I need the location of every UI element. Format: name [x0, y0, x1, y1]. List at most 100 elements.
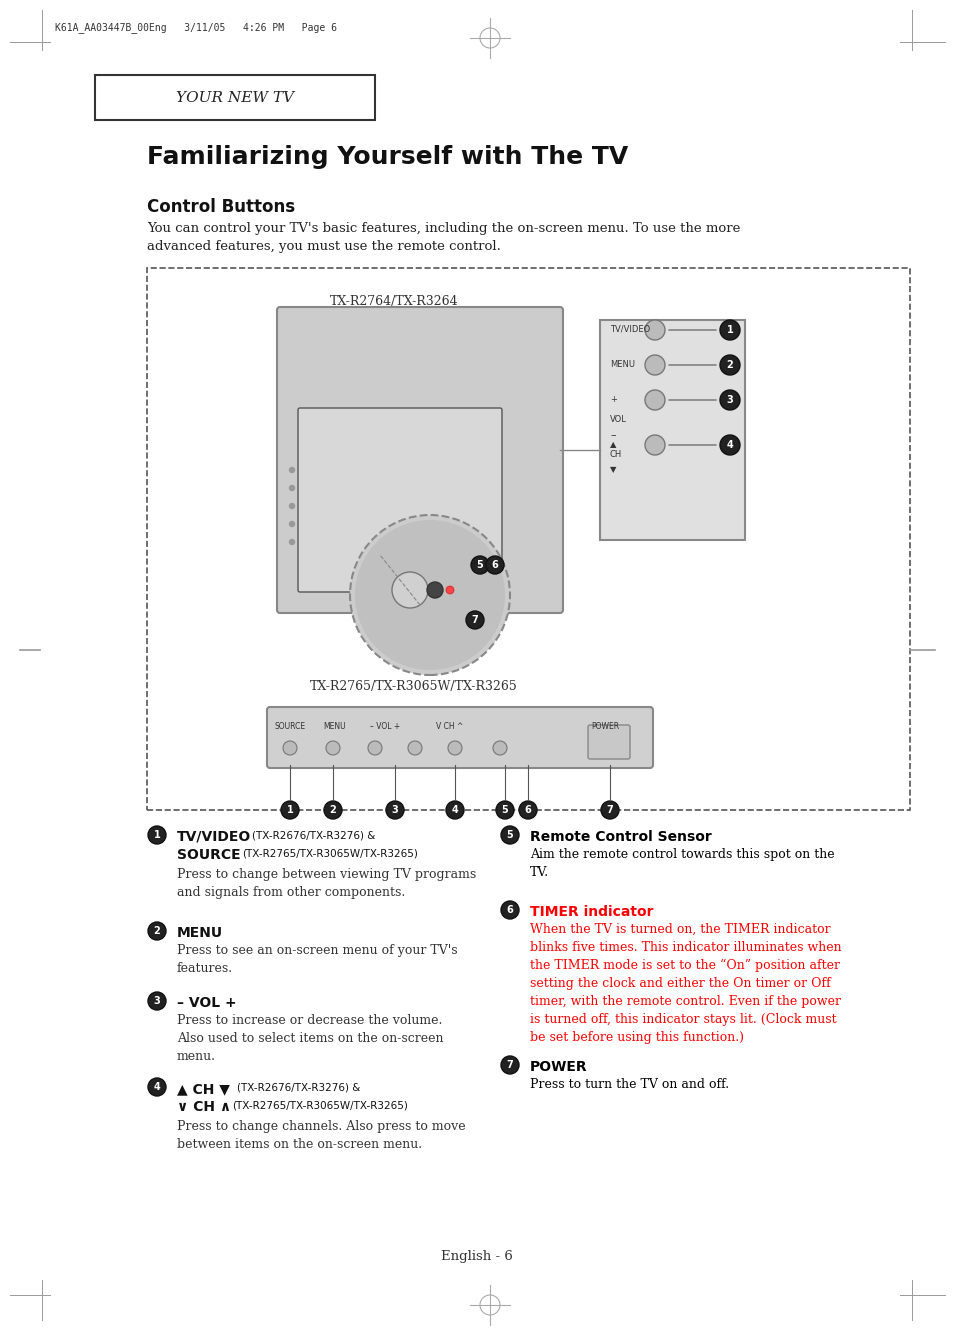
- Circle shape: [446, 586, 454, 594]
- Text: ▲ CH ▼: ▲ CH ▼: [177, 1082, 239, 1095]
- Circle shape: [644, 319, 664, 339]
- Text: K61A_AA03447B_00Eng   3/11/05   4:26 PM   Page 6: K61A_AA03447B_00Eng 3/11/05 4:26 PM Page…: [55, 23, 336, 33]
- Text: (TX-R2676/TX-R3276) &: (TX-R2676/TX-R3276) &: [252, 831, 375, 840]
- Text: 4: 4: [726, 441, 733, 450]
- Text: ▲: ▲: [609, 441, 616, 449]
- Text: 7: 7: [471, 615, 477, 626]
- Circle shape: [600, 801, 618, 819]
- Text: 5: 5: [476, 560, 483, 570]
- Circle shape: [448, 741, 461, 755]
- Circle shape: [289, 522, 294, 527]
- Circle shape: [720, 355, 740, 375]
- FancyBboxPatch shape: [297, 409, 501, 592]
- Circle shape: [350, 515, 510, 675]
- Text: Press to see an on-screen menu of your TV's
features.: Press to see an on-screen menu of your T…: [177, 944, 457, 976]
- Text: 2: 2: [153, 926, 160, 936]
- FancyBboxPatch shape: [95, 75, 375, 120]
- Circle shape: [326, 741, 339, 755]
- Circle shape: [465, 611, 483, 630]
- Circle shape: [518, 801, 537, 819]
- Circle shape: [289, 467, 294, 473]
- Text: (TX-R2765/TX-R3065W/TX-R3265): (TX-R2765/TX-R3065W/TX-R3265): [242, 848, 417, 858]
- Text: 6: 6: [524, 805, 531, 815]
- Text: CH: CH: [609, 450, 621, 459]
- Text: ∨ CH ∧: ∨ CH ∧: [177, 1099, 240, 1114]
- Text: POWER: POWER: [590, 721, 618, 731]
- Circle shape: [148, 827, 166, 844]
- Text: Remote Control Sensor: Remote Control Sensor: [530, 831, 711, 844]
- Text: TX-R2764/TX-R3264: TX-R2764/TX-R3264: [330, 295, 458, 307]
- Circle shape: [289, 539, 294, 544]
- Text: – VOL +: – VOL +: [177, 996, 236, 1010]
- FancyBboxPatch shape: [587, 725, 629, 759]
- Text: V CH ^: V CH ^: [436, 721, 463, 731]
- Text: When the TV is turned on, the TIMER indicator
blinks five times. This indicator : When the TV is turned on, the TIMER indi…: [530, 922, 841, 1045]
- Text: Aim the remote control towards this spot on the
TV.: Aim the remote control towards this spot…: [530, 848, 834, 878]
- Text: 2: 2: [330, 805, 336, 815]
- Circle shape: [324, 801, 341, 819]
- Text: SOURCE: SOURCE: [177, 848, 240, 862]
- Circle shape: [281, 801, 298, 819]
- Text: MENU: MENU: [609, 359, 635, 369]
- Text: Familiarizing Yourself with The TV: Familiarizing Yourself with The TV: [147, 145, 628, 169]
- Circle shape: [644, 390, 664, 410]
- Text: – VOL +: – VOL +: [370, 721, 399, 731]
- Circle shape: [392, 572, 428, 608]
- Circle shape: [644, 435, 664, 455]
- Text: 3: 3: [153, 996, 160, 1006]
- Circle shape: [289, 486, 294, 491]
- Circle shape: [283, 741, 296, 755]
- Text: 6: 6: [491, 560, 497, 570]
- Text: +: +: [609, 395, 617, 405]
- Text: YOUR NEW TV: YOUR NEW TV: [175, 91, 294, 105]
- Text: TX-R2765/TX-R3065W/TX-R3265: TX-R2765/TX-R3065W/TX-R3265: [310, 680, 517, 693]
- Text: –: –: [609, 430, 615, 441]
- Text: TV/VIDEO: TV/VIDEO: [177, 831, 251, 844]
- Text: Press to turn the TV on and off.: Press to turn the TV on and off.: [530, 1078, 728, 1091]
- FancyBboxPatch shape: [147, 268, 909, 811]
- Circle shape: [148, 1078, 166, 1095]
- Text: 3: 3: [392, 805, 398, 815]
- Circle shape: [289, 503, 294, 508]
- Text: You can control your TV's basic features, including the on-screen menu. To use t: You can control your TV's basic features…: [147, 222, 740, 253]
- Circle shape: [355, 520, 504, 669]
- FancyBboxPatch shape: [276, 307, 562, 614]
- Circle shape: [496, 801, 514, 819]
- Text: (TX-R2765/TX-R3065W/TX-R3265): (TX-R2765/TX-R3065W/TX-R3265): [232, 1099, 408, 1110]
- Text: 3: 3: [726, 395, 733, 405]
- Circle shape: [720, 319, 740, 339]
- Circle shape: [644, 355, 664, 375]
- Text: TV/VIDEO: TV/VIDEO: [609, 325, 650, 334]
- Circle shape: [500, 827, 518, 844]
- FancyBboxPatch shape: [599, 319, 744, 540]
- Text: 5: 5: [506, 831, 513, 840]
- Circle shape: [493, 741, 506, 755]
- Text: MENU: MENU: [323, 721, 346, 731]
- Text: 2: 2: [726, 359, 733, 370]
- Circle shape: [500, 1055, 518, 1074]
- Text: ▼: ▼: [609, 465, 616, 474]
- Circle shape: [427, 582, 442, 598]
- Text: 4: 4: [451, 805, 457, 815]
- Circle shape: [446, 801, 463, 819]
- Text: SOURCE: SOURCE: [274, 721, 305, 731]
- Circle shape: [408, 741, 421, 755]
- Text: 1: 1: [726, 325, 733, 335]
- Circle shape: [500, 901, 518, 918]
- Text: Press to change channels. Also press to move
between items on the on-screen menu: Press to change channels. Also press to …: [177, 1119, 465, 1151]
- Text: 4: 4: [153, 1082, 160, 1091]
- Text: 7: 7: [506, 1059, 513, 1070]
- Circle shape: [720, 435, 740, 455]
- Circle shape: [485, 556, 503, 574]
- Text: POWER: POWER: [530, 1059, 587, 1074]
- Circle shape: [368, 741, 381, 755]
- Circle shape: [720, 390, 740, 410]
- Circle shape: [148, 992, 166, 1010]
- Text: 5: 5: [501, 805, 508, 815]
- Circle shape: [148, 922, 166, 940]
- Text: English - 6: English - 6: [440, 1250, 513, 1263]
- Circle shape: [386, 801, 403, 819]
- Circle shape: [392, 578, 408, 594]
- Text: 1: 1: [286, 805, 294, 815]
- Text: 1: 1: [153, 831, 160, 840]
